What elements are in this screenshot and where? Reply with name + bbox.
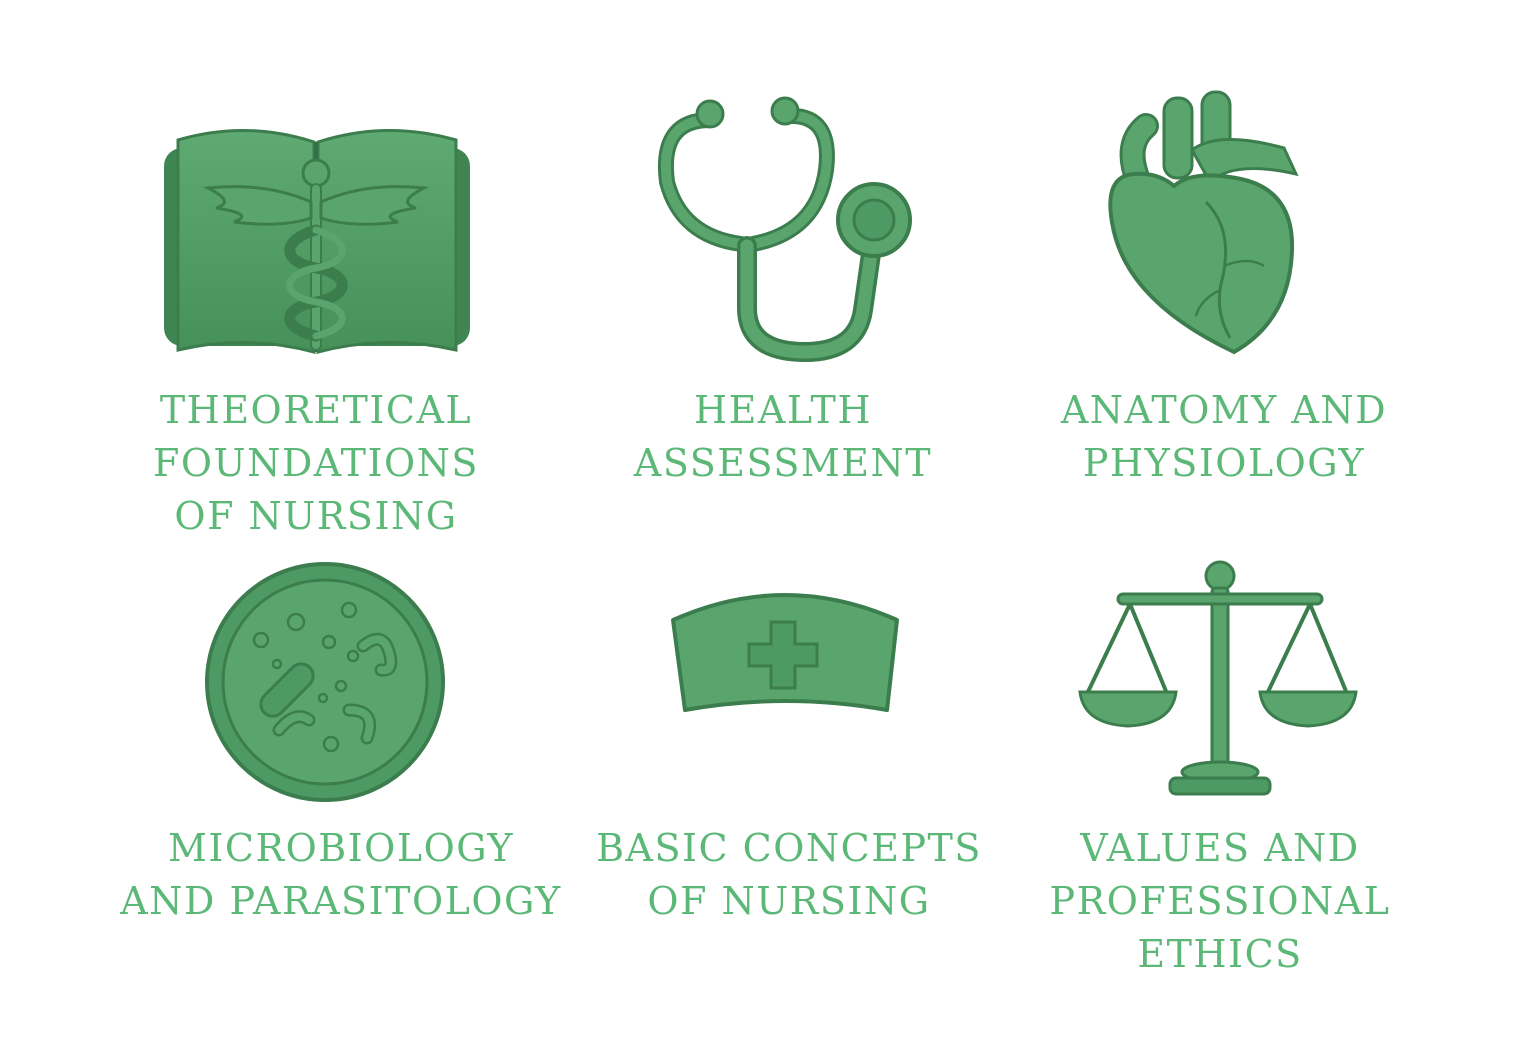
topic-label-line: THEORETICAL [159,388,473,432]
stethoscope-icon [658,96,912,363]
topic-label-line: BASIC CONCEPTS [596,826,982,870]
topic-label: VALUES AND PROFESSIONAL ETHICS [970,822,1470,981]
petri-dish-microbes-icon [205,562,445,802]
topic-tile-microbiology-parasitology: MICROBIOLOGY AND PARASITOLOGY [91,560,591,1060]
topic-label-line: PHYSIOLOGY [1082,441,1366,485]
topic-label-line: MICROBIOLOGY [167,826,514,870]
topic-tile-theoretical-foundations: THEORETICAL FOUNDATIONS OF NURSING [66,90,566,590]
topic-label-line: OF NURSING [174,494,458,538]
topic-label: BASIC CONCEPTS OF NURSING [539,822,1039,928]
topic-label: THEORETICAL FOUNDATIONS OF NURSING [66,384,566,543]
topic-tile-health-assessment: HEALTH ASSESSMENT [533,90,1033,590]
topic-label-line: PROFESSIONAL [1049,879,1391,923]
topic-label-line: HEALTH [694,388,872,432]
topic-tile-anatomy-physiology: ANATOMY AND PHYSIOLOGY [974,90,1474,590]
topic-label-line: ANATOMY AND [1060,388,1388,432]
topic-label-line: FOUNDATIONS [153,441,479,485]
topic-label-line: VALUES AND [1080,826,1360,870]
topic-label: ANATOMY AND PHYSIOLOGY [974,384,1474,490]
topic-tile-values-ethics: VALUES AND PROFESSIONAL ETHICS [970,560,1470,1060]
topic-label-line: ETHICS [1137,932,1303,976]
open-book-caduceus-icon [164,129,470,354]
anatomical-heart-icon [1108,90,1299,355]
topic-label: MICROBIOLOGY AND PARASITOLOGY [91,822,591,928]
topic-label-line: AND PARASITOLOGY [120,879,562,923]
topic-label-line: ASSESSMENT [633,441,933,485]
nurse-cap-icon [671,593,899,712]
topic-tile-basic-concepts: BASIC CONCEPTS OF NURSING [539,560,1039,1060]
topic-label: HEALTH ASSESSMENT [533,384,1033,490]
scales-of-justice-icon [1078,560,1358,796]
topic-label-line: OF NURSING [647,879,931,923]
